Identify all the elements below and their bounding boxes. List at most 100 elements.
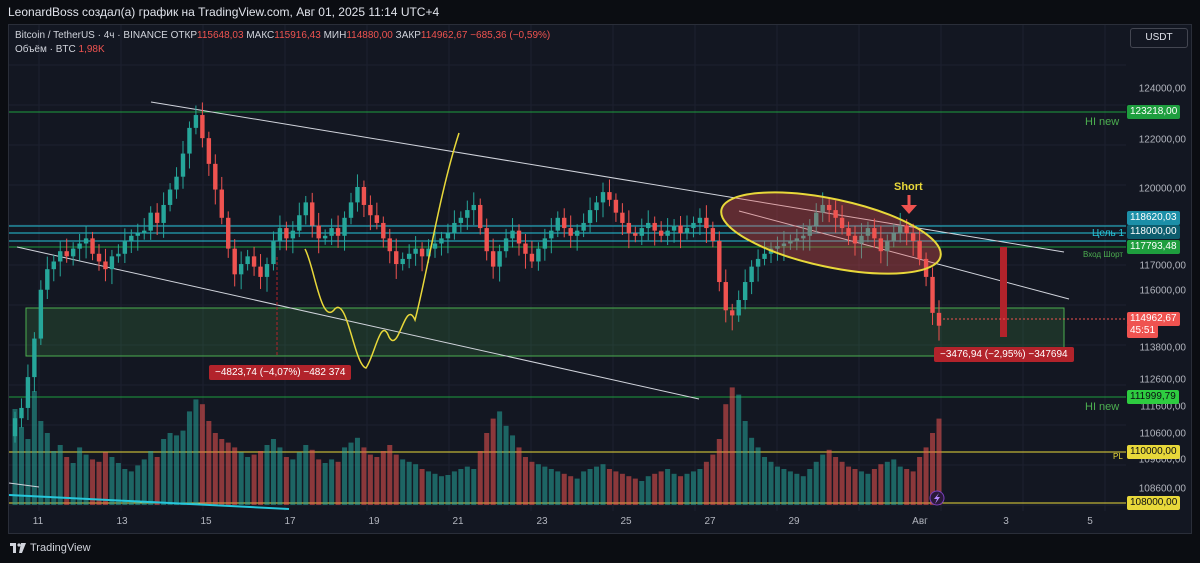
candle-body (316, 225, 321, 239)
volume-bar (44, 433, 50, 505)
time-axis[interactable]: 11 13 15 17 19 21 23 25 27 29 Авг 3 5 (9, 512, 1126, 532)
time-tick-label: 3 (1003, 516, 1009, 527)
candle-body (516, 230, 522, 244)
volume-bar (361, 447, 367, 505)
candle-body (167, 189, 173, 205)
candle-body (723, 282, 728, 311)
candle-body (51, 261, 56, 270)
candle-body (484, 228, 489, 252)
candle-body (497, 251, 502, 267)
candle-body (574, 230, 580, 236)
volume-bar (839, 461, 845, 505)
candle-body (32, 338, 37, 378)
volume-bar (774, 466, 780, 505)
volume-bar (464, 466, 470, 505)
candle-body (930, 276, 935, 313)
candle-body (594, 202, 599, 211)
candle-body (781, 243, 787, 247)
candle-body (297, 215, 302, 231)
volume-bar (374, 457, 380, 505)
candle-body (697, 217, 703, 223)
price-tick-label: 112600,00 (1139, 374, 1186, 386)
volume-bar (490, 418, 496, 505)
volume-bar (387, 445, 393, 505)
hi-new-bottom-label: HI new (1085, 401, 1120, 413)
candle-body (329, 228, 334, 236)
candle-body (652, 222, 657, 231)
candle-body (775, 246, 780, 249)
volume-bar (148, 451, 154, 505)
time-tick-label: 23 (536, 516, 548, 527)
volume-bar (587, 469, 593, 505)
volume-bar (296, 452, 302, 505)
volume-value: 1,98K (78, 44, 105, 55)
candle-body (213, 163, 218, 190)
candle-body (891, 233, 896, 241)
candle-body (245, 256, 250, 265)
time-tick-label: 29 (788, 516, 800, 527)
symbol-label[interactable]: Bitcoin / TetherUS · 4ч · BINANCE (15, 30, 168, 41)
candle-body (794, 238, 800, 241)
candle-body (45, 269, 50, 290)
volume-bar (212, 433, 218, 505)
candle-body (116, 253, 121, 257)
volume-bar (238, 452, 244, 505)
candle-body (12, 418, 18, 437)
volume-bar (800, 476, 806, 505)
volume-bar (232, 447, 238, 505)
candle-body (562, 217, 567, 229)
close-value: 114962,67 (420, 30, 468, 41)
candle-body (510, 230, 515, 239)
volume-bar (846, 466, 852, 505)
price-tick-label: 113800,00 (1139, 342, 1186, 354)
short-label: Short (894, 181, 923, 193)
volume-bar (606, 469, 612, 505)
volume-bar (891, 459, 897, 505)
price-tag-last-price: 114962,67 (1127, 312, 1180, 326)
tradingview-logo-icon (10, 543, 26, 553)
chart-plot-area[interactable] (9, 25, 1126, 511)
candle-body (432, 243, 438, 249)
candle-body (665, 230, 670, 236)
currency-button[interactable]: USDT (1130, 28, 1188, 48)
volume-bar (96, 461, 102, 505)
projection-curve (304, 132, 460, 369)
price-tick-label: 120000,00 (1138, 183, 1186, 195)
volume-bar (102, 452, 108, 505)
price-axis[interactable]: 124000,00 122000,00 120000,00 117000,00 1160… (1126, 52, 1192, 512)
candle-body (620, 212, 625, 223)
time-tick-label: 19 (368, 516, 380, 527)
volume-bar (141, 459, 147, 505)
volume-bar (729, 387, 735, 505)
candle-body (607, 192, 612, 200)
candle-body (749, 266, 754, 283)
volume-bar (723, 404, 729, 505)
chart-legend: Bitcoin / TetherUS · 4ч · BINANCE ОТКР11… (15, 30, 550, 55)
candle-body (406, 253, 412, 259)
candle-body (826, 204, 832, 211)
volume-bar (270, 439, 276, 505)
candle-body (633, 233, 638, 236)
volume-bar (904, 469, 910, 505)
candle-body (684, 228, 690, 234)
candle-body (465, 210, 470, 218)
price-tag-hi-bottom: 111999,79 (1127, 390, 1179, 404)
candle-body (678, 225, 683, 234)
volume-bar (135, 465, 141, 505)
volume-bar (335, 461, 341, 505)
tradingview-logo[interactable]: TradingView (10, 542, 91, 554)
target-1-label: Цель 1 (1092, 228, 1125, 239)
time-tick-label: 17 (284, 516, 296, 527)
candle-body (19, 407, 24, 419)
price-chart[interactable] (9, 25, 1126, 511)
volume-bar (77, 447, 83, 505)
volume-bar (154, 457, 160, 505)
candle-body (910, 233, 916, 241)
volume-bar (522, 457, 528, 505)
volume-bar (277, 447, 283, 505)
volume-bar (83, 454, 89, 505)
volume-bar (290, 459, 296, 505)
candle-body (394, 251, 399, 265)
candle-body (691, 222, 696, 229)
footer-bar (0, 536, 1200, 563)
